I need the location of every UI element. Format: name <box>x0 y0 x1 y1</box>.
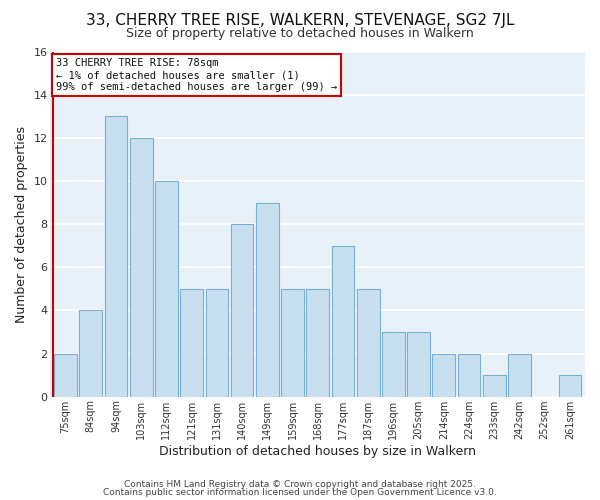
Y-axis label: Number of detached properties: Number of detached properties <box>15 126 28 322</box>
Bar <box>407 332 430 396</box>
Bar <box>79 310 102 396</box>
Text: 33, CHERRY TREE RISE, WALKERN, STEVENAGE, SG2 7JL: 33, CHERRY TREE RISE, WALKERN, STEVENAGE… <box>86 12 514 28</box>
Bar <box>483 375 506 396</box>
Bar <box>206 289 228 397</box>
Text: 33 CHERRY TREE RISE: 78sqm
← 1% of detached houses are smaller (1)
99% of semi-d: 33 CHERRY TREE RISE: 78sqm ← 1% of detac… <box>56 58 337 92</box>
Bar <box>231 224 253 396</box>
Text: Size of property relative to detached houses in Walkern: Size of property relative to detached ho… <box>126 28 474 40</box>
Bar <box>256 202 278 396</box>
Bar <box>559 375 581 396</box>
Bar <box>155 181 178 396</box>
Bar <box>357 289 380 397</box>
Bar <box>104 116 127 396</box>
Bar <box>382 332 405 396</box>
Bar <box>433 354 455 397</box>
Bar <box>181 289 203 397</box>
Bar <box>281 289 304 397</box>
Bar <box>458 354 481 397</box>
X-axis label: Distribution of detached houses by size in Walkern: Distribution of detached houses by size … <box>159 444 476 458</box>
Bar <box>332 246 354 396</box>
Bar <box>508 354 531 397</box>
Bar <box>54 354 77 397</box>
Bar <box>307 289 329 397</box>
Bar <box>130 138 152 396</box>
Text: Contains public sector information licensed under the Open Government Licence v3: Contains public sector information licen… <box>103 488 497 497</box>
Text: Contains HM Land Registry data © Crown copyright and database right 2025.: Contains HM Land Registry data © Crown c… <box>124 480 476 489</box>
